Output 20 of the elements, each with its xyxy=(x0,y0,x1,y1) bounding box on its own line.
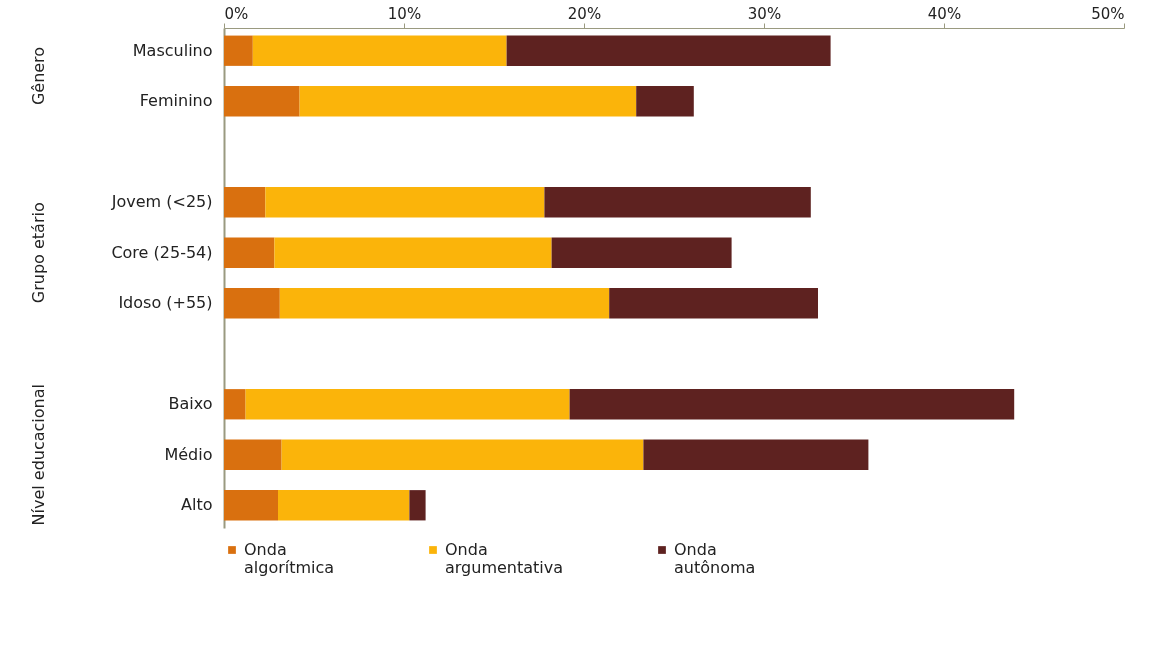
x-tick-label: 40% xyxy=(927,4,962,23)
y-tick-label: Alto xyxy=(181,495,213,515)
x-tick-label: 10% xyxy=(387,4,422,23)
y-tick-label: Baixo xyxy=(168,394,213,414)
x-tick-label: 30% xyxy=(747,4,782,23)
y-tick-label: Feminino xyxy=(139,91,213,111)
y-tick-label: Jovem (<25) xyxy=(110,192,213,212)
y-tick-label: Core (25-54) xyxy=(111,242,213,262)
y-tick-label: Idoso (+55) xyxy=(118,293,213,313)
text: Gênero xyxy=(29,46,48,106)
x-tick-label: 50% xyxy=(1091,4,1125,23)
y-tick-label: Masculino xyxy=(132,40,213,60)
y-tick-label: Médio xyxy=(164,444,213,464)
x-tick-label: 20% xyxy=(567,4,602,23)
x-tick-label: 0% xyxy=(224,4,249,23)
text: Grupo etário xyxy=(29,202,48,304)
text: Nível educacional xyxy=(29,384,48,526)
legend-label: Onda argumentativa xyxy=(445,540,564,577)
legend-label: Onda autônoma xyxy=(674,540,756,577)
legend-label: Onda algorítmica xyxy=(244,540,335,577)
